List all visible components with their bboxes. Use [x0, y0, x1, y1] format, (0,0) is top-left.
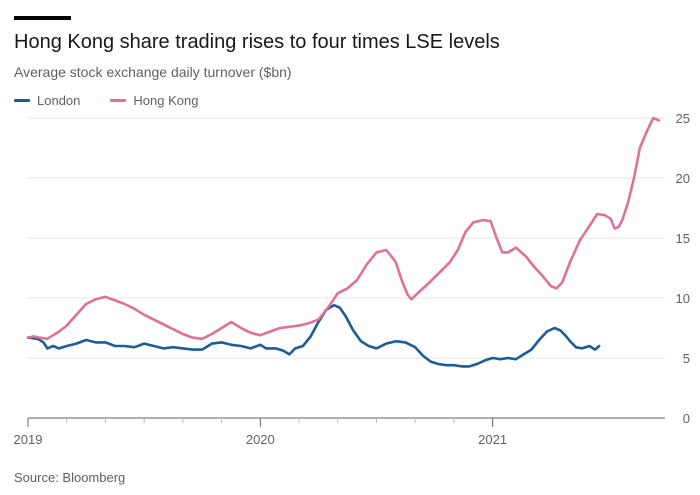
legend-item-london: London — [14, 93, 80, 108]
chart-subtitle: Average stock exchange daily turnover ($… — [14, 64, 292, 80]
y-tick-label-25: 25 — [676, 111, 690, 126]
legend-label-hongkong: Hong Kong — [133, 93, 199, 108]
y-tick-label-5: 5 — [683, 351, 690, 366]
legend-label-london: London — [37, 93, 81, 108]
y-tick-label-20: 20 — [676, 171, 690, 186]
x-tick-label-2019: 2019 — [14, 432, 43, 447]
legend-swatch-hongkong — [110, 99, 127, 102]
legend: London Hong Kong — [14, 93, 228, 108]
x-tick-label-2020: 2020 — [246, 432, 275, 447]
source-note: Source: Bloomberg — [14, 470, 126, 485]
legend-swatch-london — [14, 99, 30, 102]
series-line-hong-kong — [26, 116, 661, 341]
y-tick-label-0: 0 — [683, 411, 690, 426]
brand-bar — [14, 16, 71, 20]
legend-item-hongkong: Hong Kong — [110, 93, 198, 108]
series-line-london — [26, 303, 601, 368]
y-tick-label-10: 10 — [676, 291, 690, 306]
y-tick-label-15: 15 — [676, 231, 690, 246]
chart-title: Hong Kong share trading rises to four ti… — [14, 31, 500, 53]
x-tick-label-2021: 2021 — [478, 432, 507, 447]
